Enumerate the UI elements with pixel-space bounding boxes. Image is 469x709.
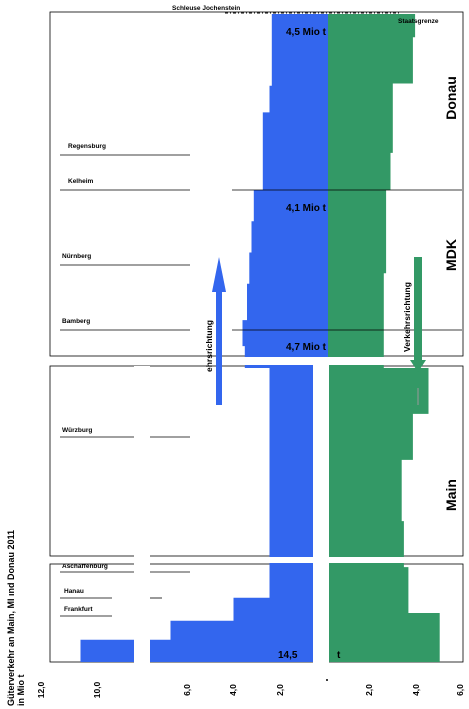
value-label-kelheim: 4,1 Mio t (286, 203, 327, 214)
value-label-bamberg: 4,7 Mio t (286, 342, 327, 353)
series-label-up: ehrsrichtung (204, 320, 214, 372)
area-green-mdk (328, 190, 393, 368)
location-label-kelheim: Kelheim (68, 178, 94, 185)
arrow-down-head (410, 360, 426, 372)
location-label-bamberg: Bamberg (62, 318, 90, 325)
tick-left-10-0: 10,0 (92, 681, 102, 698)
value-label-jochenstein: 4,5 Mio t (286, 27, 327, 38)
section-label-mdk: MDK (443, 239, 459, 271)
tick-left-12-0: 12,0 (36, 681, 46, 698)
tick-left-4-0: 4,0 (228, 684, 238, 696)
location-label-frankfurt: Frankfurt (64, 606, 93, 613)
area-blue-donau (262, 14, 328, 190)
value-label-main_mouth: 14,5 (278, 650, 298, 661)
location-label-aschaffenburg: Aschaffenburg (62, 563, 108, 570)
location-label-hanau: Hanau (64, 588, 84, 595)
location-label-regensburg: Regensburg (68, 143, 106, 150)
area-blue-mdk (242, 190, 328, 368)
area-green-donau (328, 14, 416, 190)
area-green-main (328, 368, 447, 662)
axis-break-gaps (0, 357, 469, 668)
top-label-right: Staatsgrenze (398, 18, 439, 25)
top-label-left: Schleuse Jochenstein (172, 5, 240, 12)
area-blue-main (35, 368, 328, 662)
series-label-down: Verkehrsrichtung (402, 282, 412, 352)
arrow-down-shaft (414, 257, 422, 362)
value-label-main_mouth-suffix: t (337, 650, 341, 661)
location-label-nuernberg: Nürnberg (62, 253, 91, 260)
arrow-up-shaft (216, 290, 222, 405)
location-label-wuerzburg: Würzburg (62, 427, 92, 434)
tick-right-6-0: 6,0 (455, 684, 465, 696)
series-areas (35, 14, 447, 662)
tick-left-2-0: 2,0 (275, 684, 285, 696)
gap-horizontal-2 (0, 557, 469, 563)
location-lines (60, 154, 462, 617)
arrow-up (212, 257, 226, 405)
chart-unit: in Mio t (16, 675, 26, 707)
gap-vertical-center (313, 358, 329, 668)
tick-zero-dot (326, 679, 328, 681)
gap-vertical-blue (134, 366, 150, 666)
tick-right-2-0: 2,0 (364, 684, 374, 696)
chart-texts: Schleuse Jochenstein Staatsgrenze Regensbu… (6, 5, 465, 706)
arrow-up-head (212, 257, 226, 292)
section-label-donau: Donau (443, 76, 459, 120)
chart-title: Güterverkehr an Main, MI ınd Donau 2011 (6, 530, 16, 706)
arrow-down (410, 257, 426, 405)
section-label-main: Main (443, 479, 459, 511)
tick-left-6-0: 6,0 (182, 684, 192, 696)
gap-horizontal-1 (0, 357, 469, 365)
tick-right-4-0: 4,0 (411, 684, 421, 696)
